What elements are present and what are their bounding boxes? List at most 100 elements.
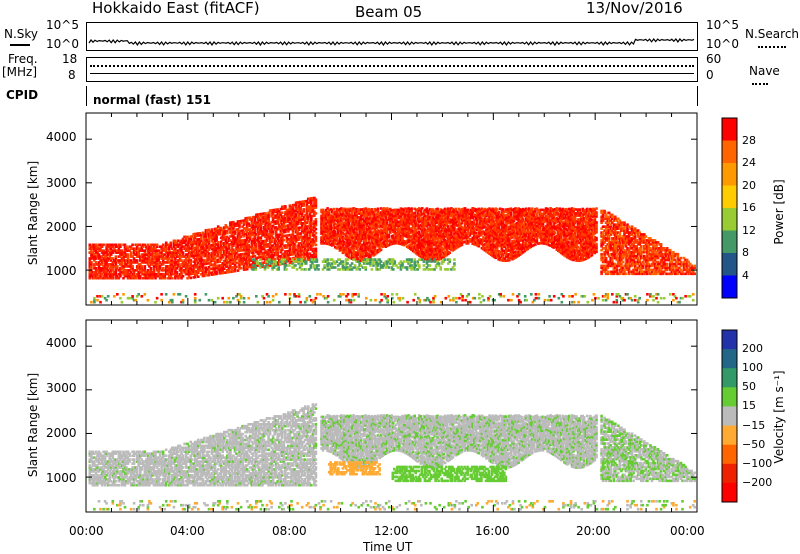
power-cell xyxy=(300,226,304,229)
power-cell xyxy=(287,228,290,231)
power-cell xyxy=(465,222,468,226)
power-cell xyxy=(433,225,436,229)
power-cell xyxy=(465,242,468,245)
power-cell xyxy=(399,221,403,224)
power-cell xyxy=(416,231,419,235)
power-cell xyxy=(271,232,275,236)
power-cell xyxy=(143,249,147,252)
power-cell xyxy=(456,236,459,239)
power-cell xyxy=(445,208,449,212)
power-cell xyxy=(422,257,426,260)
power-cell xyxy=(244,262,247,265)
power-cell xyxy=(239,247,243,250)
power-cell xyxy=(424,236,427,239)
power-cell xyxy=(451,245,455,248)
power-cell xyxy=(427,249,430,252)
power-cell xyxy=(433,220,436,223)
power-cell xyxy=(363,256,366,260)
power-cell xyxy=(239,255,243,258)
power-cell xyxy=(299,218,302,221)
power-cell xyxy=(503,237,507,241)
power-cell xyxy=(242,221,246,224)
cpid-separator-right xyxy=(697,86,698,106)
power-cell xyxy=(411,241,415,245)
power-cell xyxy=(359,247,363,251)
power-cell xyxy=(329,225,332,229)
power-cell xyxy=(293,227,296,230)
power-cell xyxy=(302,235,305,239)
power-cell xyxy=(247,253,250,257)
power-cell xyxy=(189,266,192,270)
power-cell xyxy=(338,237,342,240)
power-cell xyxy=(389,221,392,225)
power-cell xyxy=(213,270,217,274)
power-cell xyxy=(346,250,349,254)
power-cell xyxy=(166,243,169,247)
power-cell xyxy=(238,247,241,251)
power-cell xyxy=(290,219,293,223)
power-cell xyxy=(327,217,331,220)
power-cell xyxy=(350,245,354,249)
freq-panel xyxy=(86,57,698,82)
power-cell xyxy=(416,239,419,242)
power-cell xyxy=(495,220,499,223)
power-cell xyxy=(206,274,209,277)
power-cell xyxy=(148,257,151,260)
power-cell xyxy=(174,249,177,252)
power-cell xyxy=(218,268,221,271)
power-cell xyxy=(265,217,269,221)
power-cell xyxy=(384,235,387,239)
power-cell xyxy=(448,220,452,223)
power-cell xyxy=(329,220,332,223)
power-cell xyxy=(241,241,244,244)
power-cell xyxy=(99,257,102,260)
power-cell xyxy=(437,248,441,251)
power-cell xyxy=(273,246,276,249)
power-cell xyxy=(488,248,491,252)
power-cell xyxy=(511,248,514,251)
power-cell xyxy=(323,212,326,216)
power-cell xyxy=(347,232,351,235)
power-cell xyxy=(474,227,478,231)
power-cell xyxy=(119,269,122,272)
power-cell xyxy=(168,269,171,272)
power-cell xyxy=(223,243,226,247)
power-cell xyxy=(305,217,309,221)
power-cell xyxy=(88,261,92,264)
power-cell xyxy=(105,271,108,274)
power-cell xyxy=(480,242,484,246)
power-cell xyxy=(190,245,194,248)
power-cell xyxy=(512,225,516,229)
power-cell xyxy=(290,208,293,211)
power-cell xyxy=(445,247,449,251)
power-cell xyxy=(109,271,113,274)
power-cell xyxy=(229,227,232,230)
power-cell xyxy=(451,241,455,244)
power-cell xyxy=(268,248,272,252)
power-cell xyxy=(247,265,250,269)
power-cell xyxy=(109,257,113,260)
power-cell xyxy=(281,211,284,214)
power-cell xyxy=(90,271,93,274)
power-cell xyxy=(463,216,467,220)
power-cell xyxy=(291,205,295,209)
power-cell xyxy=(293,203,296,207)
power-cell xyxy=(297,216,301,220)
power-cell xyxy=(454,245,458,248)
power-cell xyxy=(349,239,352,242)
power-cell xyxy=(146,257,150,260)
power-cell xyxy=(489,239,493,243)
power-cell xyxy=(221,228,224,232)
power-cell xyxy=(206,256,209,259)
power-cell xyxy=(448,214,452,217)
power-cell xyxy=(265,243,269,246)
power-cell xyxy=(174,247,177,250)
power-cell xyxy=(453,210,456,214)
power-cell xyxy=(259,256,263,259)
power-cell xyxy=(346,239,349,242)
power-cell xyxy=(293,211,296,215)
power-cell xyxy=(270,224,273,228)
power-cell xyxy=(404,223,407,226)
power-cell xyxy=(273,216,276,220)
power-cell xyxy=(335,207,339,211)
